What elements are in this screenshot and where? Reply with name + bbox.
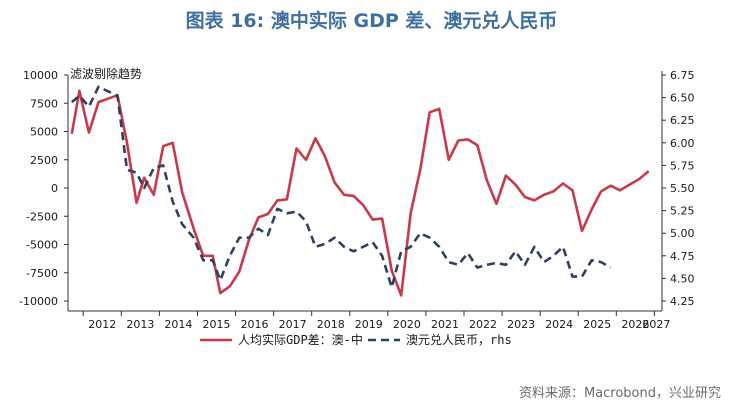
x-tick-label: 2013 [126,318,154,331]
right-tick-label: 6.25 [670,114,695,127]
legend-label-gdp-diff: 人均实际GDP差：澳-中 [238,332,363,347]
x-tick-label: 2012 [88,318,116,331]
x-tick-label: 2027 [642,318,670,331]
right-tick-label: 4.50 [670,272,695,285]
right-tick-label: 5.50 [670,182,695,195]
series-line-gdp-diff [70,89,650,297]
x-tick-label: 2015 [203,318,231,331]
x-tick-label: 2025 [583,318,611,331]
left-tick-label: -10000 [19,295,58,308]
legend: 人均实际GDP差：澳-中 澳元兑人民币，rhs [200,332,512,347]
left-tick-label: 10000 [23,69,58,82]
left-tick-label: 7500 [30,97,58,110]
right-tick-label: 6.00 [670,137,695,150]
x-tick-label: 2026 [621,318,649,331]
left-tick-label: 2500 [30,154,58,167]
left-tick-label: -7500 [26,267,58,280]
x-tick-label: 2022 [469,318,497,331]
right-tick-label: 5.25 [670,205,695,218]
right-tick-label: 4.25 [670,295,695,308]
x-tick-label: 2016 [241,318,269,331]
x-tick-label: 2018 [317,318,345,331]
source-note: 资料来源：Macrobond，兴业研究 [518,386,721,401]
chart-annotation: 滤波剔除趋势 [70,66,142,81]
series-line-audcny [70,85,612,289]
axes-layer: 10000 7500 5000 2500 0 -2500 -5000 -7500 -10000 6… [19,69,694,331]
right-tick-label: 6.50 [670,92,695,105]
x-tick-label: 2017 [279,318,307,331]
right-tick-label: 6.75 [670,69,695,82]
left-tick-label: -5000 [26,239,58,252]
x-tick-label: 2023 [507,318,535,331]
right-tick-label: 5.00 [670,227,695,240]
x-tick-label: 2021 [431,318,459,331]
series-layer [70,85,650,297]
left-tick-label: 0 [51,182,58,195]
right-tick-label: 4.75 [670,250,695,263]
x-tick-label: 2019 [355,318,383,331]
x-tick-label: 2024 [545,318,573,331]
x-tick-label: 2014 [164,318,192,331]
legend-label-audcny: 澳元兑人民币，rhs [406,333,512,347]
right-tick-label: 5.75 [670,159,695,172]
x-tick-label: 2020 [393,318,421,331]
chart-title: 图表 16: 澳中实际 GDP 差、澳元兑人民币 [185,10,558,32]
left-tick-label: -2500 [26,210,58,223]
left-tick-label: 5000 [30,126,58,139]
